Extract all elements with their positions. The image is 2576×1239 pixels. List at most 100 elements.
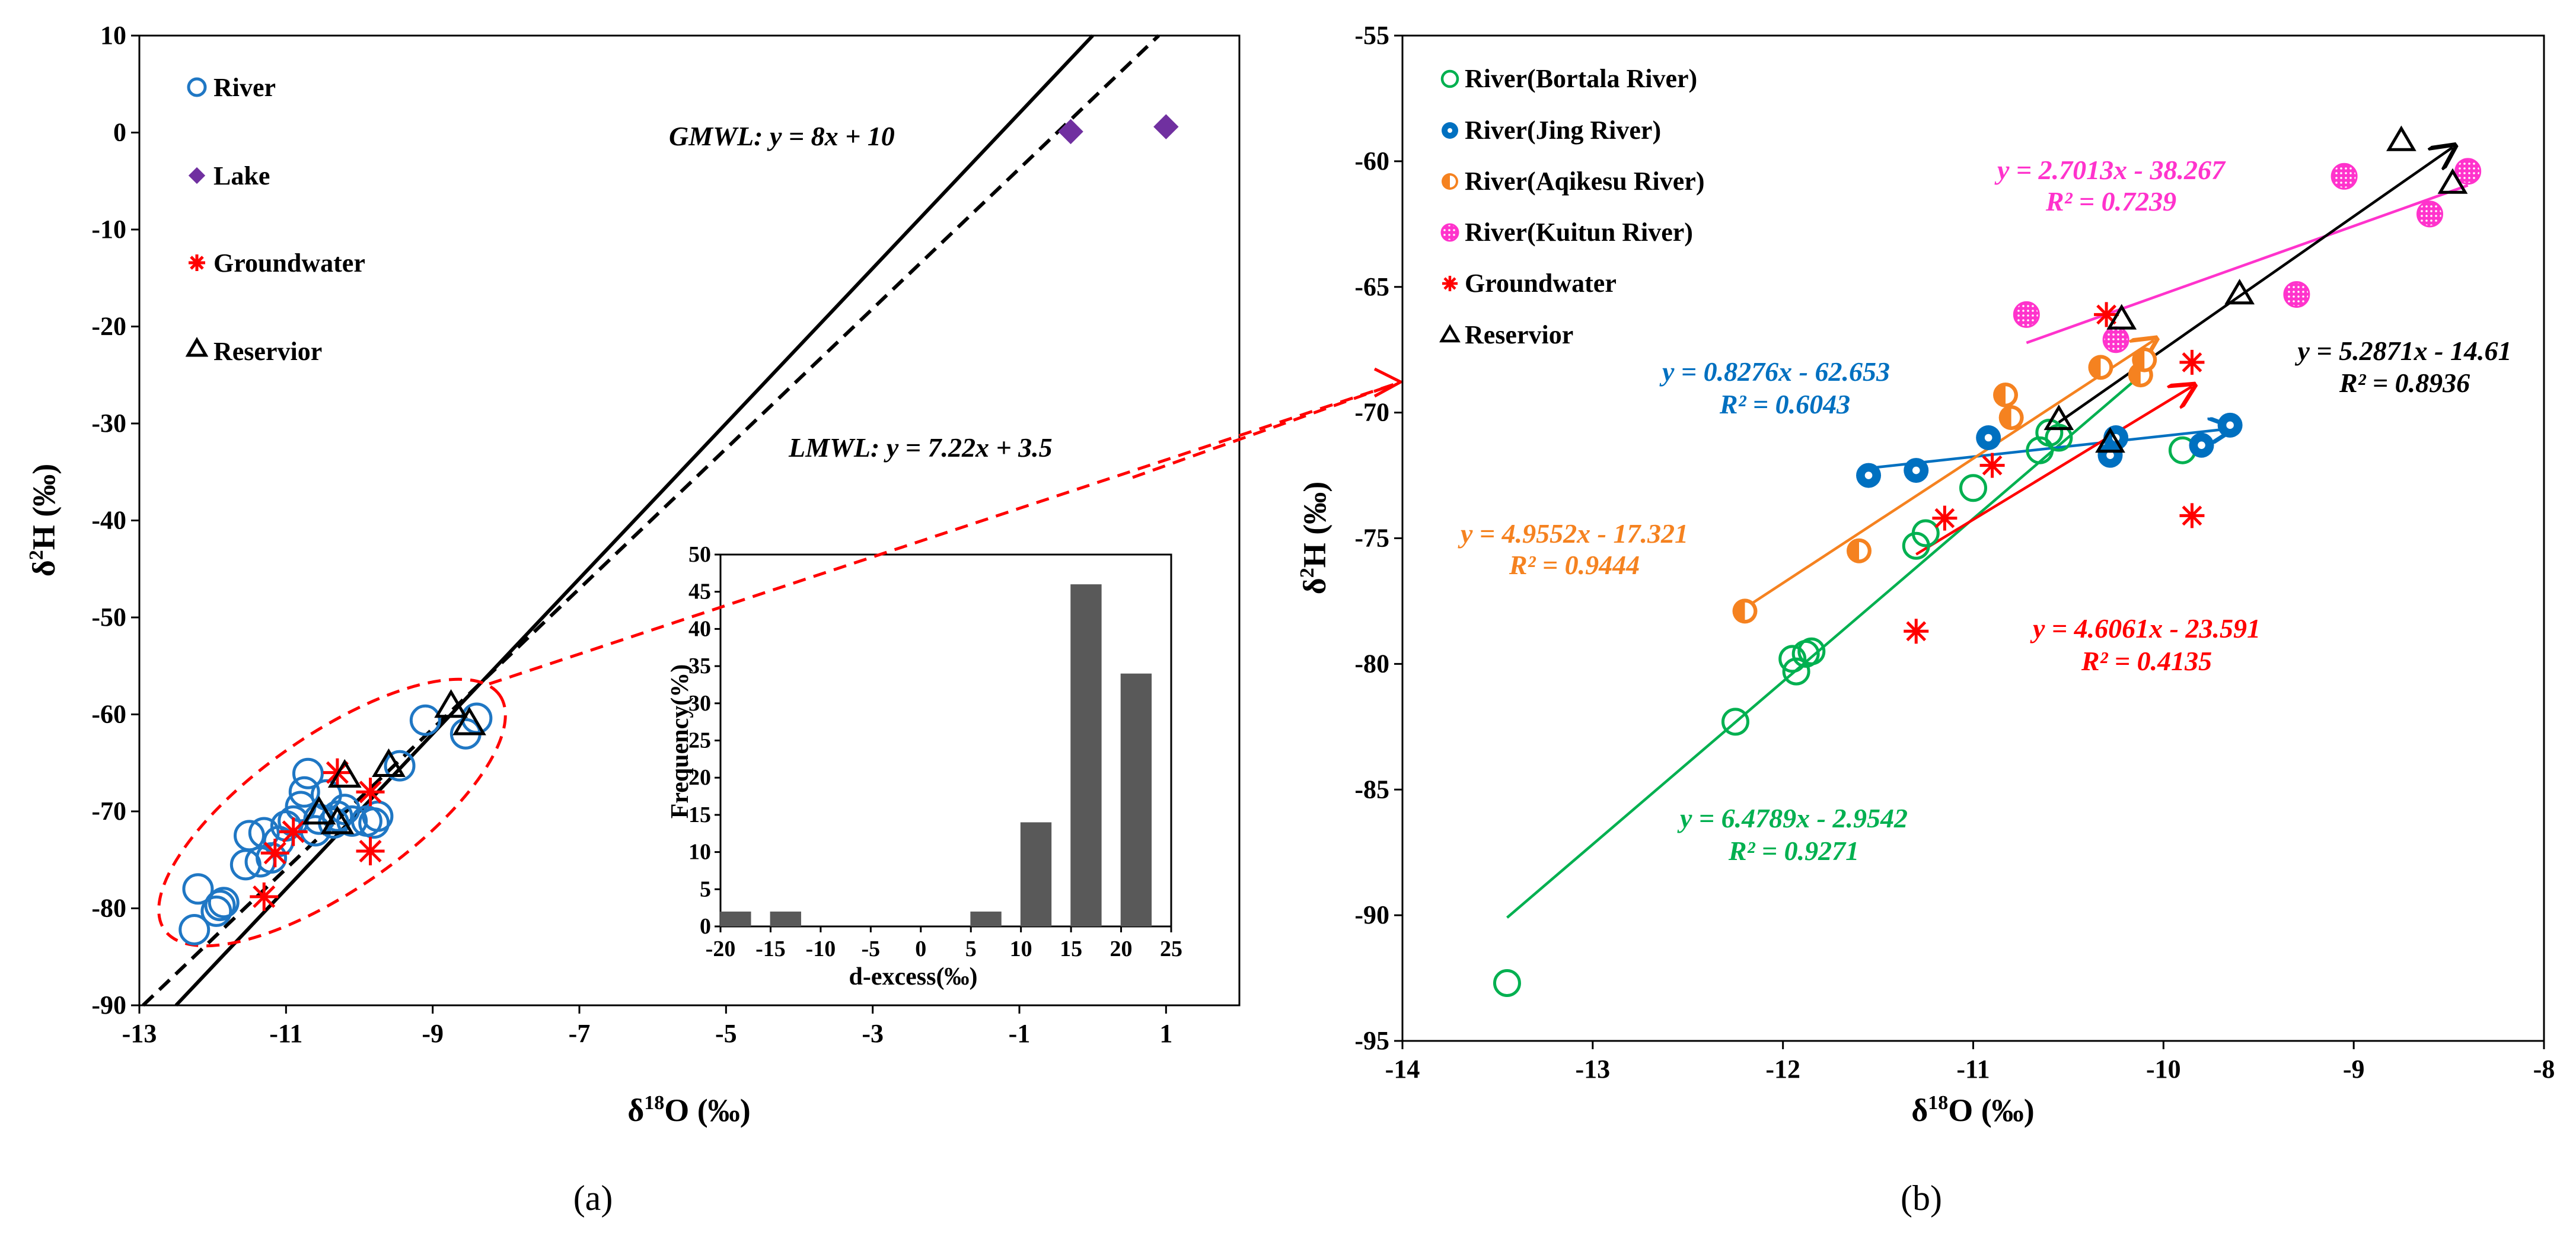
zoom-connector (489, 367, 1404, 686)
panel-a-legend: River Lake Groundwater Reservior (185, 73, 365, 366)
inset-bar (1120, 673, 1152, 926)
y-tick-label: -70 (91, 797, 126, 826)
groundwater-point (260, 839, 289, 868)
panel-b-x-ticks: -14 -13 -12 -11 -10 -9 -8 (1385, 1041, 2555, 1084)
groundwater-point (279, 817, 308, 846)
legend-groundwater-b-marker (1442, 276, 1458, 291)
inset-x-tick-label: 10 (1010, 937, 1032, 961)
panel-b-label: (b) (1901, 1179, 1942, 1218)
legend-river-marker (187, 77, 207, 97)
river-bortala-river-fit-line (1506, 363, 2155, 919)
legend-aqikesu-label: River(Aqikesu River) (1465, 167, 1705, 196)
inset-y-tick-label: 0 (700, 914, 711, 939)
inset-x-tick-label: 20 (1110, 937, 1133, 961)
reserviorpoint (2437, 168, 2468, 194)
inset-y-tick-label: 40 (688, 616, 711, 641)
y-tick-label: -40 (91, 506, 126, 535)
jing-r2: R² = 0.6043 (1719, 389, 1850, 419)
y-tick-label: -60 (91, 700, 126, 729)
reserviorpoint (2043, 404, 2074, 431)
panel-b-fit-lines (1506, 147, 2469, 919)
river-point (182, 873, 214, 905)
river-jing-river-point (2189, 432, 2214, 458)
x-tick-label: -7 (569, 1019, 591, 1048)
river-point (321, 800, 353, 832)
river-bortala-river-point (1778, 645, 1807, 673)
y-tick-label: -30 (91, 409, 126, 438)
kuitun-r2: R² = 0.7239 (2045, 186, 2176, 216)
panel-b-plot-area (1401, 34, 2545, 1042)
inset-x-tick-label: -15 (755, 937, 786, 961)
y-tick-label: -65 (1354, 272, 1389, 301)
panel-b: -14 -13 -12 -11 -10 -9 -8 -95 -90 -85 -80 -75 -70 -6… (1296, 21, 2555, 1218)
panel-a: -13 -11 -9 -7 -5 -3 -1 1 -90-80-70-60-50-40-30-… (25, 21, 1241, 1218)
legend-groundwater-label: Groundwater (213, 249, 365, 278)
y-tick-label: -55 (1354, 21, 1389, 50)
reservior-point (327, 759, 362, 788)
river-aqikesu-river-fit-line (1744, 340, 2154, 609)
lake-point (1153, 114, 1179, 139)
panel-b-y-axis-title: δ2H (‰) (1296, 482, 1332, 595)
river-jing-river-fit-line (1868, 429, 2230, 470)
groundwater-r2: R² = 0.4135 (2081, 646, 2212, 676)
kuitun-equation: y = 2.7013x - 38.267 (1994, 155, 2226, 185)
y-tick-label: -50 (91, 603, 126, 632)
legend-bortala-marker (1440, 69, 1459, 88)
x-tick-label: -9 (422, 1019, 444, 1048)
inset-y-tick-label: 10 (688, 840, 711, 865)
river-kuitun-river-point (2283, 281, 2310, 308)
reserviorfit-line (2058, 147, 2453, 423)
legend-groundwater-b-label: Groundwater (1465, 269, 1617, 298)
reservior-r2: R² = 0.8936 (2339, 368, 2470, 398)
groundwaterpoint (1979, 453, 2005, 478)
river-bortala-river-point (1959, 474, 1987, 502)
bortala-r2: R² = 0.9271 (1728, 836, 1859, 866)
river-point (256, 842, 288, 874)
inset-bar (970, 911, 1002, 926)
groundwaterpoint (2179, 503, 2205, 528)
connector-arrowhead (1373, 367, 1404, 398)
river-aqikesu-river-point (2088, 355, 2113, 380)
groundwater-point (356, 837, 385, 866)
river-point (358, 807, 390, 839)
river-kuitun-river-point (2416, 200, 2443, 228)
inset-y-tick-label: 30 (688, 691, 711, 716)
reserviorpoint (2224, 279, 2255, 305)
river-aqikesu-river-point (1993, 382, 2019, 407)
inset-x-tick-label: 0 (915, 937, 926, 961)
x-tick-label: -13 (122, 1019, 157, 1048)
reserviorpoint (2095, 427, 2125, 453)
inset-bar (720, 911, 751, 926)
inset-y-axis-title: Frequency(%) (667, 664, 694, 819)
y-tick-label: -10 (91, 215, 126, 244)
panel-a-points (178, 114, 1179, 945)
panel-b-y-ticks: -95 -90 -85 -80 -75 -70 -65 -60 -55 (1354, 21, 1402, 1055)
river-point (384, 750, 416, 782)
y-tick-label: 0 (113, 118, 126, 147)
river-bortala-river-point (1493, 969, 1521, 998)
river-point (200, 895, 232, 927)
inset-y-tick-label: 5 (700, 877, 711, 902)
groundwaterpoint (2179, 349, 2205, 375)
inset-bar (1020, 822, 1052, 926)
river-jing-river-point (1904, 458, 1929, 483)
inset-y-tick-label: 35 (688, 654, 711, 679)
legend-groundwater-marker (189, 254, 205, 271)
groundwater-equation: y = 4.6061x - 23.591 (2030, 613, 2261, 644)
x-tick-label: -12 (1765, 1055, 1800, 1084)
connector-line-lower (489, 381, 1400, 686)
river-point (409, 704, 441, 736)
reservior-point (320, 805, 355, 835)
legend-jing-marker-dot (1448, 128, 1452, 133)
river-kuitun-river-fit-line (2026, 184, 2469, 345)
legend-river-label: River (213, 73, 276, 102)
y-tick-label: -60 (1354, 146, 1389, 176)
river-point (336, 805, 368, 837)
reserviorpoint (2386, 125, 2416, 151)
panel-a-x-axis-title: δ18O (‰) (627, 1092, 751, 1128)
inset-x-tick-label: 5 (965, 937, 977, 961)
river-jing-river-point (2217, 412, 2243, 438)
legend-lake-marker (188, 167, 206, 184)
legend-bortala-label: River(Bortala River) (1465, 64, 1697, 93)
inset-ticks: -20 -15 -10 -5 0 5 10 15 20 25 0 5 10 15 20 25 30 35 40 45 5… (688, 542, 1182, 961)
